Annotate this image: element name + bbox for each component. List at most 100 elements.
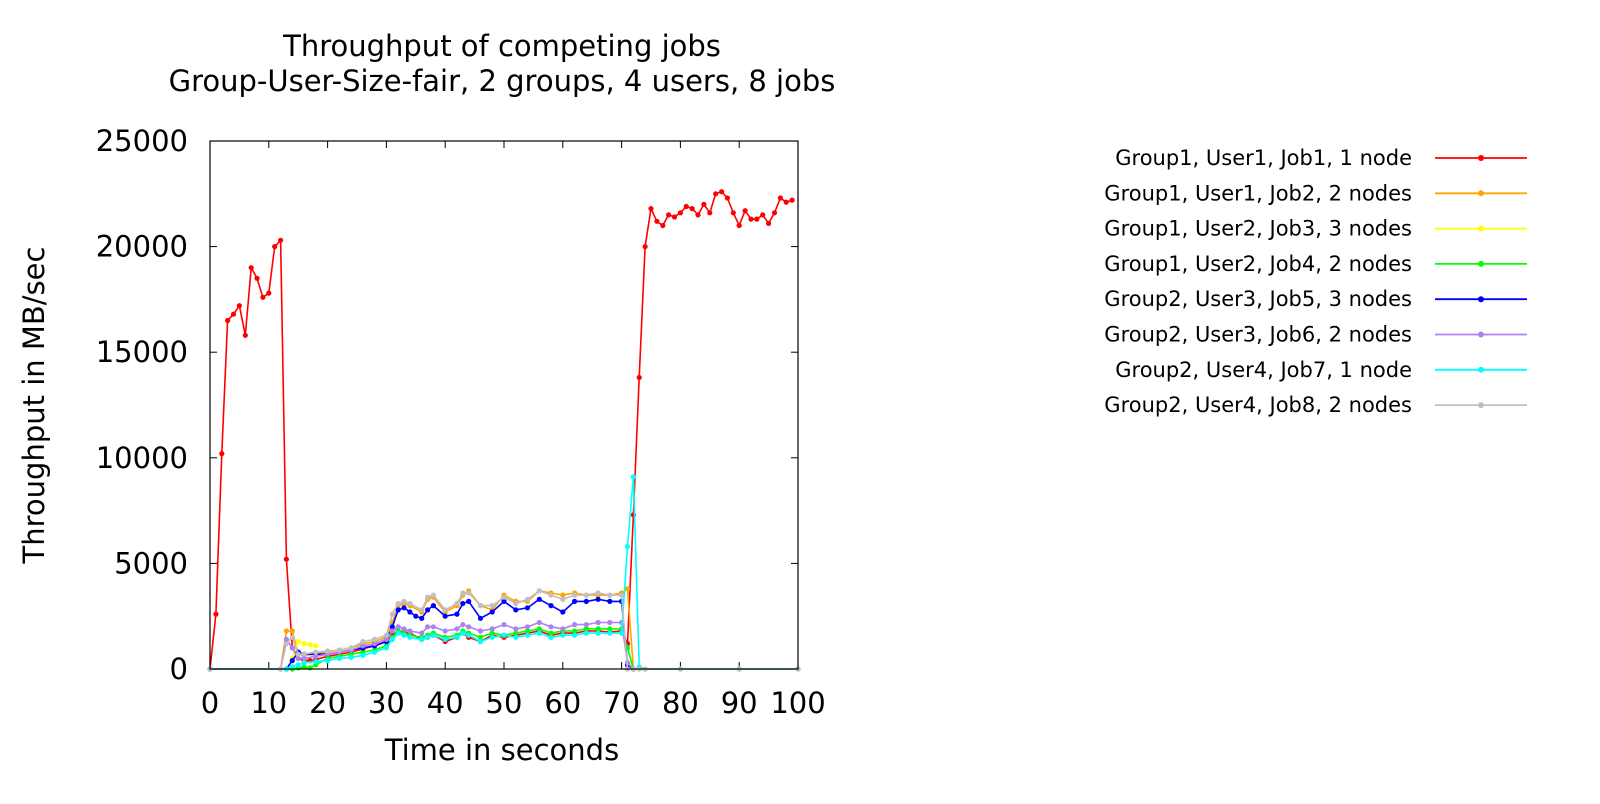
data-point <box>477 628 484 634</box>
y-tick-label: 25000 <box>96 124 188 158</box>
data-point <box>336 647 342 653</box>
data-point <box>289 634 295 640</box>
data-point <box>477 634 484 640</box>
data-point <box>583 598 589 605</box>
chart-title-group: Throughput of competing jobs Group-User-… <box>169 29 836 98</box>
data-point <box>536 626 542 632</box>
data-point <box>401 626 407 632</box>
data-point <box>666 212 672 218</box>
data-point <box>536 630 542 636</box>
data-point <box>230 311 237 317</box>
y-tick-label: 15000 <box>96 335 188 369</box>
data-point <box>295 662 301 668</box>
data-point <box>595 630 601 636</box>
data-point <box>742 208 748 214</box>
legend-entry: Group1, User2, Job4, 2 nodes <box>1104 252 1527 276</box>
legend-entry: Group1, User2, Job3, 3 nodes <box>1104 217 1527 241</box>
data-point <box>724 195 731 201</box>
data-point <box>466 624 472 630</box>
data-point <box>419 615 425 621</box>
data-point <box>607 630 613 636</box>
data-point <box>713 191 719 197</box>
data-point <box>236 303 242 309</box>
data-point <box>624 586 631 592</box>
data-point <box>242 332 248 338</box>
data-point <box>648 206 654 212</box>
data-point <box>595 590 601 596</box>
data-point <box>501 632 507 638</box>
data-point <box>536 588 542 594</box>
data-point <box>607 626 613 632</box>
legend-swatch-point <box>1478 155 1484 161</box>
data-point <box>624 543 631 550</box>
legend-label: Group2, User4, Job8, 2 nodes <box>1104 393 1412 417</box>
data-point <box>313 643 319 649</box>
data-point <box>419 636 425 643</box>
data-point <box>695 212 701 218</box>
data-point <box>407 634 413 640</box>
x-tick-label: 80 <box>662 686 699 720</box>
data-point <box>760 212 766 218</box>
x-tick-label: 100 <box>770 686 825 720</box>
data-point <box>748 216 754 222</box>
data-point <box>301 641 307 647</box>
data-point <box>283 556 289 562</box>
data-point <box>289 628 295 634</box>
data-point <box>425 634 431 640</box>
data-point <box>572 592 578 598</box>
data-point <box>289 658 295 664</box>
y-tick-label: 20000 <box>96 230 188 264</box>
data-point <box>442 628 448 634</box>
data-point <box>454 626 460 632</box>
data-point <box>501 594 507 600</box>
data-point <box>219 451 225 457</box>
data-point <box>383 636 389 643</box>
data-point <box>295 638 301 645</box>
data-point <box>489 609 495 615</box>
data-point <box>360 652 366 658</box>
x-tick-label: 60 <box>544 686 581 720</box>
data-point <box>583 592 589 598</box>
data-point <box>454 611 460 617</box>
data-point <box>372 649 378 655</box>
data-point <box>307 642 313 648</box>
data-point <box>595 619 601 626</box>
data-point <box>442 636 448 643</box>
legend-entry: Group2, User3, Job6, 2 nodes <box>1104 323 1527 347</box>
legend-label: Group2, User3, Job6, 2 nodes <box>1104 323 1412 347</box>
data-point <box>401 632 407 638</box>
series-line <box>209 190 793 670</box>
data-point <box>583 622 589 628</box>
data-point <box>501 598 507 605</box>
y-tick-label: 5000 <box>114 546 188 580</box>
data-point <box>719 189 725 195</box>
data-point <box>754 216 760 222</box>
data-point <box>307 665 313 671</box>
data-point <box>301 664 307 670</box>
data-point <box>407 628 413 634</box>
data-point <box>454 634 460 640</box>
data-point <box>654 218 660 224</box>
data-point <box>777 195 784 201</box>
legend-swatch-point <box>1478 366 1484 373</box>
data-point <box>389 624 395 630</box>
data-point <box>301 651 307 657</box>
data-point <box>372 636 378 643</box>
x-tick-label: 40 <box>427 686 464 720</box>
data-point <box>283 636 289 643</box>
data-point <box>336 655 342 662</box>
data-point <box>430 592 436 598</box>
data-point <box>560 626 566 632</box>
data-point <box>430 632 436 638</box>
data-point <box>536 619 542 626</box>
legend-label: Group1, User2, Job4, 2 nodes <box>1104 252 1412 276</box>
legend-swatch-point <box>1478 296 1484 303</box>
data-point <box>513 634 519 640</box>
data-point <box>489 634 495 640</box>
data-point <box>730 210 736 216</box>
legend-label: Group1, User1, Job1, 1 node <box>1115 146 1412 170</box>
data-point <box>466 632 472 638</box>
data-point <box>407 609 413 615</box>
data-point <box>348 645 354 651</box>
